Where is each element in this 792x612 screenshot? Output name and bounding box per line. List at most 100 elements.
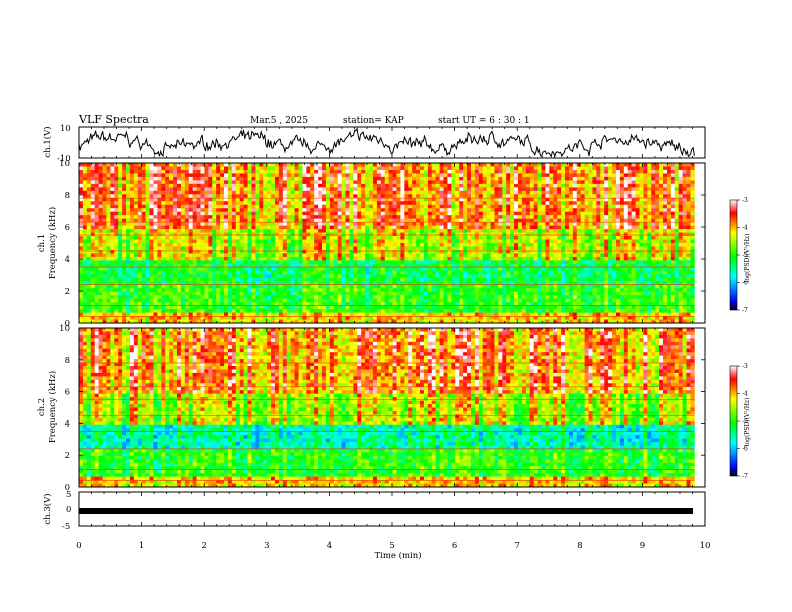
spectrogram-cell [235, 256, 241, 261]
spectrogram-cell [666, 163, 672, 167]
spectrogram-cell [651, 267, 656, 272]
spectrogram-cell [79, 246, 84, 251]
spectrogram-cell [553, 239, 558, 244]
spectrogram-cell [365, 225, 370, 230]
spectrogram-cell [149, 197, 154, 202]
spectrogram-cell [173, 176, 178, 181]
spectrogram-cell [271, 256, 276, 261]
spectrogram-cell [282, 197, 288, 202]
spectrogram-cell [392, 225, 397, 230]
spectrogram-cell [141, 260, 147, 265]
spectrogram-cell [549, 208, 554, 213]
spectrogram-cell [447, 201, 452, 206]
spectrogram-cell [670, 208, 676, 213]
spectrogram-cell [541, 246, 546, 251]
spectrogram-cell [404, 232, 409, 237]
spectrogram-cell [455, 180, 460, 185]
spectrogram-cell [502, 211, 507, 216]
spectrogram-cell [98, 246, 103, 251]
spectrogram-cell [180, 225, 186, 230]
spectrogram-cell [412, 218, 417, 223]
spectrogram-cell [290, 194, 295, 199]
spectrogram-cell [404, 173, 409, 178]
spectrogram-cell [419, 260, 425, 265]
spectrogram-cell [525, 260, 531, 265]
spectrogram-cell [278, 225, 284, 230]
spectrogram-cell [639, 166, 644, 171]
spectrogram-cell [243, 256, 248, 261]
spectrogram-cell [459, 183, 464, 188]
spectrogram-cell [572, 256, 578, 261]
spectrogram-cell [604, 229, 609, 233]
spectrogram-cell [388, 180, 393, 185]
spectrogram-cell [521, 194, 527, 199]
spectrogram-cell [396, 225, 401, 230]
spectrogram-cell [235, 263, 241, 268]
spectrogram-cell [122, 166, 127, 171]
spectrogram-cell [392, 215, 397, 220]
spectrogram-cell [619, 232, 625, 237]
spectrogram-cell [90, 215, 96, 220]
spectrogram-cell [102, 263, 107, 268]
spectrogram-cell [259, 169, 264, 174]
spectrogram-cell [192, 180, 197, 185]
spectrogram-cell [580, 232, 586, 237]
spectrogram-cell [541, 194, 546, 199]
spectrogram-cell [416, 166, 421, 171]
spectrogram-cell [455, 222, 460, 227]
spectrogram-cell [604, 218, 609, 223]
spectrogram-cell [623, 249, 629, 254]
spectrogram-cell [463, 180, 468, 185]
spectrogram-cell [576, 169, 582, 174]
spectrogram-cell [463, 267, 468, 272]
spectrogram-cell [282, 194, 288, 199]
spectrogram-cell [294, 201, 299, 206]
spectrogram-cell [341, 194, 346, 199]
spectrogram-cell [416, 253, 421, 258]
spectrogram-cell [447, 208, 452, 213]
spectrogram-cell [298, 232, 303, 237]
spectrogram-cell [655, 173, 660, 178]
spectrogram-cell [416, 225, 421, 230]
spectrogram-cell [267, 267, 272, 272]
spectrogram-cell [561, 204, 566, 209]
spectrogram-cell [670, 166, 676, 171]
spectrogram-cell [251, 249, 256, 254]
spectrogram-cell [451, 176, 456, 181]
spectrogram-cell [118, 187, 123, 192]
spectrogram-cell [247, 176, 252, 181]
spectrogram-cell [431, 232, 437, 237]
spectrogram-cell [619, 253, 625, 258]
spectrogram-cell [537, 263, 542, 268]
spectrogram-cell [565, 267, 570, 272]
spectrogram-cell [541, 260, 546, 265]
spectrogram-cell [588, 232, 593, 237]
spectrogram-cell [600, 229, 605, 233]
spectrogram-cell [561, 166, 566, 171]
spectrogram-cell [537, 163, 542, 167]
spectrogram-cell [184, 260, 190, 265]
spectrogram-cell [435, 173, 440, 178]
spectrogram-cell [647, 183, 652, 188]
spectrogram-cell [86, 180, 92, 185]
spectrogram-cell [447, 197, 452, 202]
spectrogram-cell [176, 263, 182, 268]
spectrogram-cell [110, 225, 115, 230]
spectrogram-cell [557, 267, 562, 272]
spectrogram-cell [145, 246, 150, 251]
spectrogram-cell [639, 173, 644, 178]
spectrogram-cell [565, 166, 570, 171]
spectrogram-cell [431, 267, 437, 272]
spectrogram-cell [678, 229, 683, 233]
spectrogram-cell [494, 260, 499, 265]
spectrogram-cell [286, 187, 292, 192]
spectrogram-cell [133, 215, 139, 220]
spectrogram-cell [498, 208, 503, 213]
spectrogram-cell [318, 163, 323, 167]
spectrogram-cell [341, 208, 346, 213]
spectrogram-cell [314, 187, 319, 192]
spectrogram-cell [86, 194, 92, 199]
spectrogram-cell [365, 253, 370, 258]
spectrogram-cell [384, 236, 390, 240]
spectrogram-cell [412, 249, 417, 254]
